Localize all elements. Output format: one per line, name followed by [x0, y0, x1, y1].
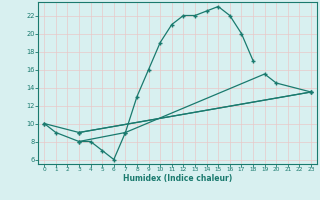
- X-axis label: Humidex (Indice chaleur): Humidex (Indice chaleur): [123, 174, 232, 183]
